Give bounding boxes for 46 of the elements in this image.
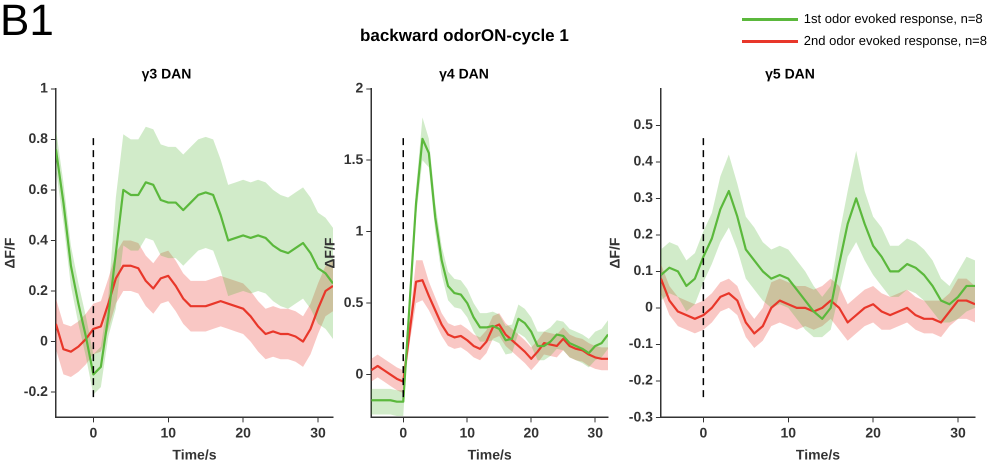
y-tick-label: 0.5 xyxy=(344,294,364,310)
chart-title: γ3 DAN xyxy=(142,65,192,82)
y-tick-label: 0 xyxy=(355,365,364,382)
chart-title: γ5 DAN xyxy=(765,65,815,82)
text: B1 xyxy=(0,0,54,46)
y-tick-label: 0.8 xyxy=(28,130,48,146)
x-tick-label: 0 xyxy=(699,424,708,441)
x-tick-label: 30 xyxy=(587,424,604,441)
y-tick-label: 0.2 xyxy=(28,282,48,298)
y-tick-label: -0.1 xyxy=(628,335,654,352)
y-axis-title: ΔF/F xyxy=(321,237,338,269)
x-tick-label: 20 xyxy=(235,424,252,441)
x-tick-label: 30 xyxy=(310,424,326,441)
legend-label: 1st odor evoked response, n=8 xyxy=(804,10,983,28)
y-tick-label: -0.2 xyxy=(628,372,654,388)
y-tick-label: 0.3 xyxy=(633,189,654,206)
y-tick-label: 0 xyxy=(645,298,654,315)
chart-title: γ4 DAN xyxy=(439,65,489,82)
x-axis-title: Time/s xyxy=(172,446,217,462)
y-tick-label: -0.2 xyxy=(24,382,48,399)
y-tick-label: 0.4 xyxy=(633,152,654,169)
x-tick-label: 0 xyxy=(89,424,98,441)
y-tick-label: 0.1 xyxy=(633,262,654,278)
y-tick-label: 1.5 xyxy=(344,151,364,168)
x-tick-label: 30 xyxy=(950,424,966,441)
y-tick-label: 0 xyxy=(40,332,48,348)
y-tick-label: 1 xyxy=(40,80,48,96)
y-tick-label: 0.6 xyxy=(28,180,48,197)
x-tick-label: 10 xyxy=(459,424,476,441)
x-tick-label: 10 xyxy=(780,424,796,441)
y-tick-label: 0.2 xyxy=(633,226,654,242)
text: backward odorON-cycle 1 xyxy=(360,26,569,46)
x-tick-label: 20 xyxy=(865,424,882,441)
y-tick-label: 1 xyxy=(355,222,364,239)
y-tick-label: -0.3 xyxy=(628,408,654,424)
y-tick-label: 0.4 xyxy=(28,231,48,248)
y-tick-label: 0.5 xyxy=(633,116,654,132)
x-tick-label: 10 xyxy=(160,424,176,441)
y-axis-title: ΔF/F xyxy=(606,237,622,269)
x-tick-label: 20 xyxy=(523,424,540,441)
y-tick-label: 2 xyxy=(355,80,364,96)
x-axis-title: Time/s xyxy=(796,446,840,462)
y-axis-title: ΔF/F xyxy=(1,237,18,269)
x-tick-label: 0 xyxy=(399,424,408,441)
x-axis-title: Time/s xyxy=(468,446,512,462)
legend-label: 2nd odor evoked response, n=8 xyxy=(804,32,987,50)
